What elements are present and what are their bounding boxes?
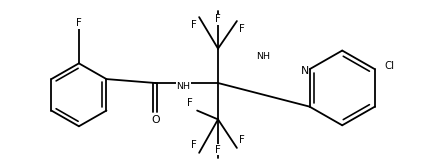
Text: F: F [239, 135, 245, 145]
Text: Cl: Cl [385, 61, 395, 71]
Text: F: F [215, 145, 221, 155]
Text: N: N [301, 66, 309, 76]
Text: NH: NH [256, 52, 270, 61]
Text: F: F [187, 98, 193, 108]
Text: NH: NH [176, 82, 190, 92]
Text: F: F [215, 14, 221, 24]
Text: O: O [151, 115, 160, 125]
Text: F: F [191, 20, 197, 30]
Text: F: F [76, 18, 82, 28]
Text: F: F [191, 140, 197, 150]
Text: F: F [239, 24, 245, 34]
